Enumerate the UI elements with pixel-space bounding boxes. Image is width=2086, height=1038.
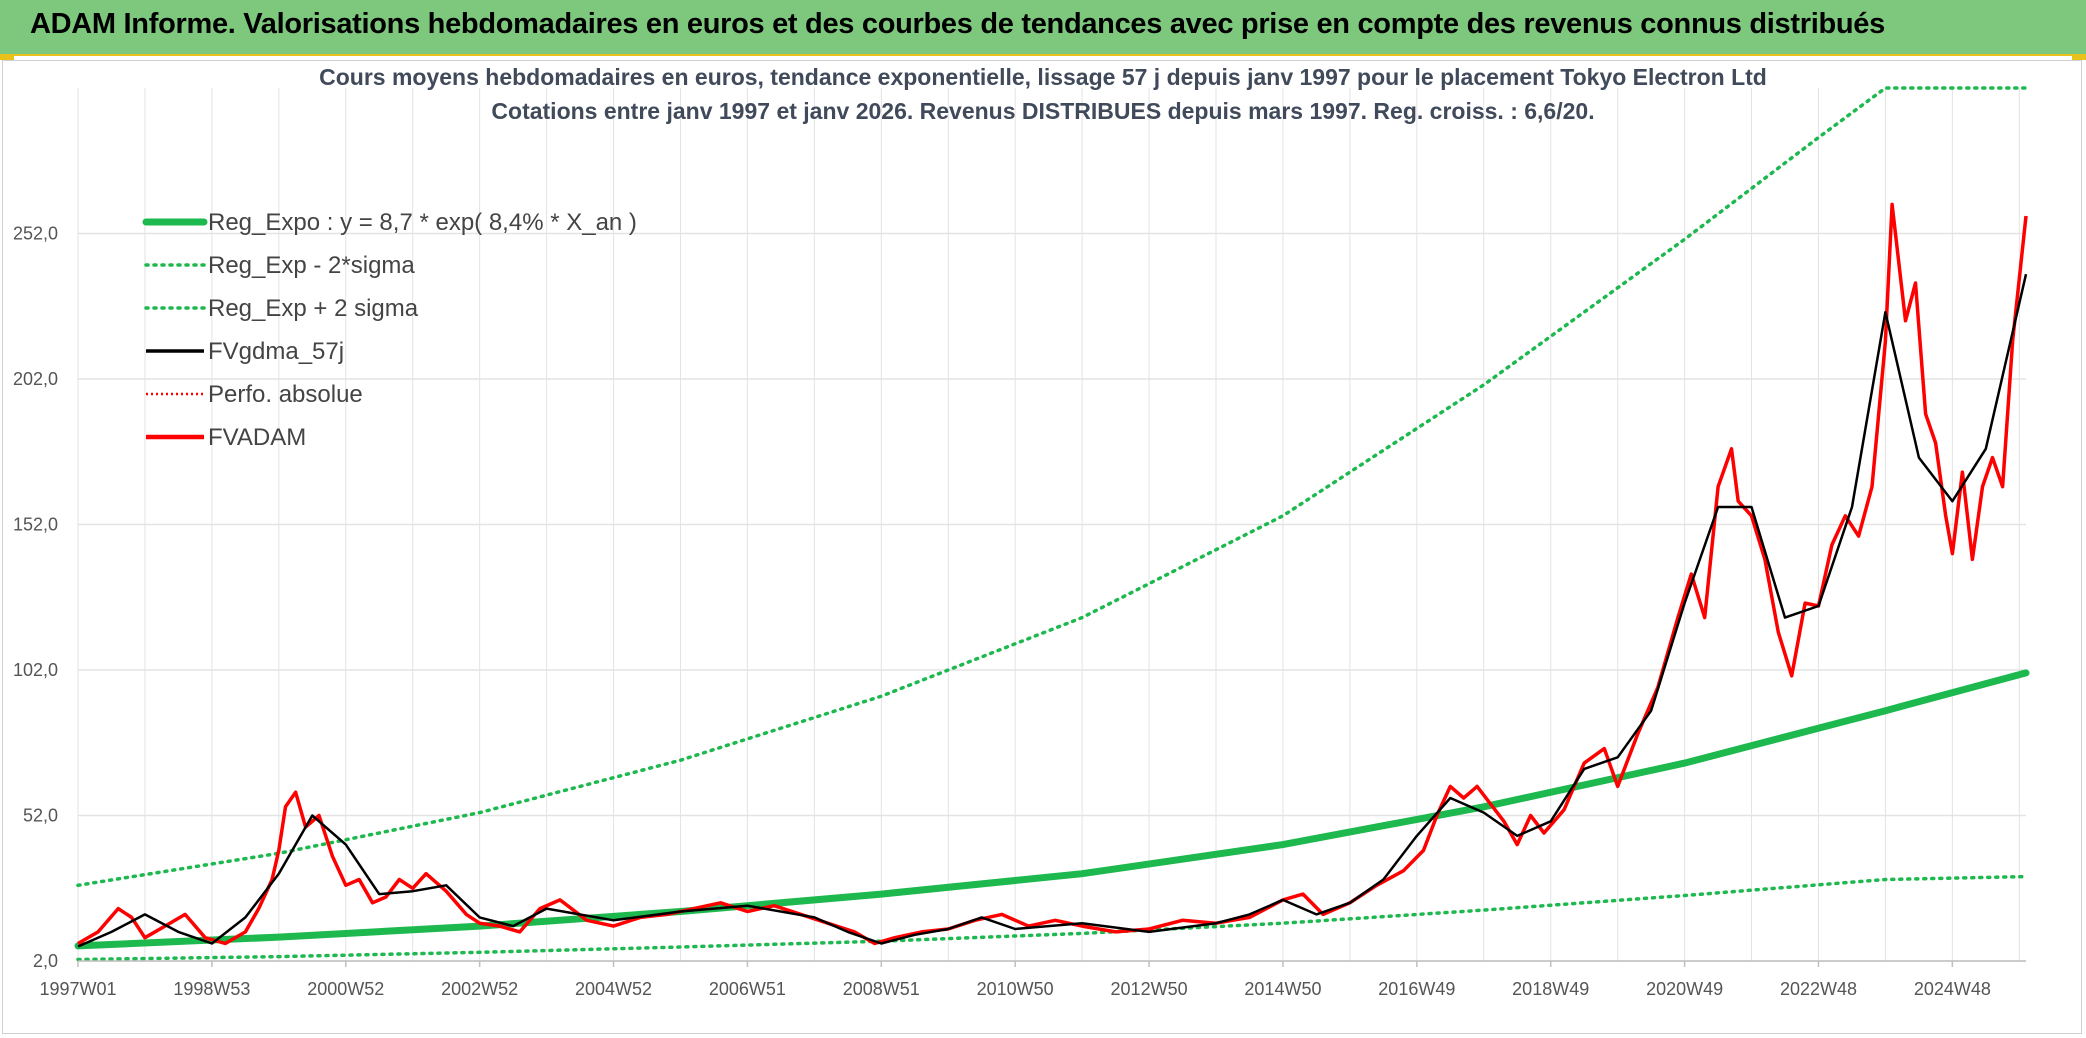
x-tick-label: 2000W52 [307,979,384,999]
legend-label-reg_minus: Reg_Exp - 2*sigma [208,252,415,279]
series-line-reg-exp-2-sigma [76,874,2028,962]
y-tick-label: 152,0 [13,515,58,535]
x-tick-label: 2022W48 [1780,979,1857,999]
axes: 2,0 52,0 102,0 152,0 202,0 252,0 1997W01 1998W5… [13,224,2026,999]
x-tick-label: 2014W50 [1244,979,1321,999]
y-tick-label: 102,0 [13,660,58,680]
y-tick-label: 2,0 [33,951,58,971]
chart-title-line-1: Cours moyens hebdomadaires en euros, ten… [319,64,1767,90]
header-corner-right [2072,54,2086,60]
header-bar: ADAM Informe. Valorisations hebdomadaire… [0,0,2086,60]
series-line-reg-exp-2-sigma [76,86,2028,888]
series-line-reg-expo [74,669,2030,950]
x-tick-label: 2002W52 [441,979,518,999]
grid [77,88,2026,962]
x-tick-label: 2008W51 [843,979,920,999]
legend-label-reg_expo: Reg_Expo : y = 8,7 * exp( 8,4% * X_an ) [208,209,637,236]
legend: Reg_Expo : y = 8,7 * exp( 8,4% * X_an ) R… [142,209,637,451]
legend-label-reg_plus: Reg_Exp + 2 sigma [208,295,419,322]
y-tick-label: 252,0 [13,224,58,244]
x-tick-label: 2012W50 [1111,979,1188,999]
legend-label-fvgdma: FVgdma_57j [208,338,344,365]
x-tick-label: 2004W52 [575,979,652,999]
x-tick-label: 2006W51 [709,979,786,999]
x-tick-label: 2024W48 [1914,979,1991,999]
y-tick-label: 202,0 [13,369,58,389]
chart: 2,0 52,0 102,0 152,0 202,0 252,0 1997W01 1998W5… [13,64,2030,999]
series-layer [74,86,2030,962]
chart-title-line-2: Cotations entre janv 1997 et janv 2026. … [491,98,1594,124]
x-tick-label: 1998W53 [173,979,250,999]
x-tick-label: 2018W49 [1512,979,1589,999]
chart-title: Cours moyens hebdomadaires en euros, ten… [319,64,1767,124]
x-tick-label: 2016W49 [1378,979,1455,999]
legend-label-perfo: Perfo. absolue [208,381,363,408]
series-line-fvadam [77,202,2028,946]
x-tick-label: 1997W01 [39,979,116,999]
page-title: ADAM Informe. Valorisations hebdomadaire… [30,8,1885,40]
chart-frame [2,60,2082,1034]
y-tick-label: 52,0 [23,806,58,826]
legend-label-fvadam: FVADAM [208,424,306,451]
x-tick-label: 2020W49 [1646,979,1723,999]
header-corner-left [0,54,14,60]
series-line-fvgdma-57j [77,273,2028,948]
x-tick-label: 2010W50 [977,979,1054,999]
